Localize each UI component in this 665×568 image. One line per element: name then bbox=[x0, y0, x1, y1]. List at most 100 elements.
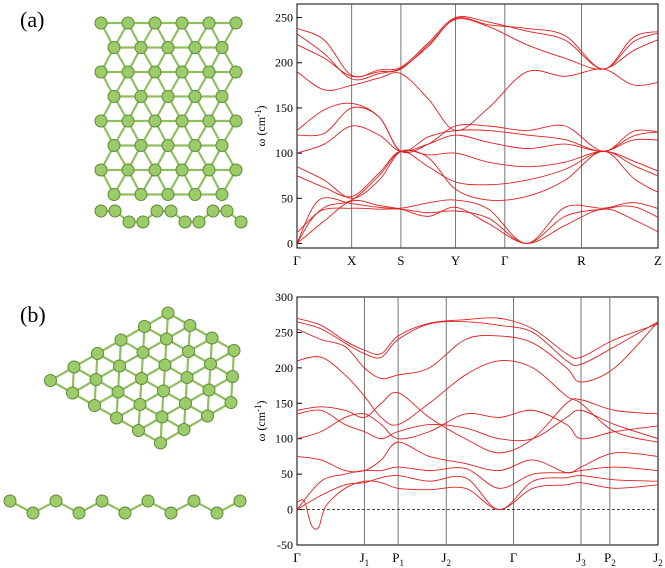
atom bbox=[202, 163, 216, 177]
atom bbox=[229, 163, 243, 177]
atom bbox=[111, 385, 125, 399]
atom bbox=[148, 65, 162, 79]
atom bbox=[134, 139, 148, 152]
atom bbox=[136, 215, 150, 229]
atom bbox=[192, 215, 206, 229]
y-axis-label: ω (cm-1) bbox=[253, 400, 268, 441]
phonon-branch bbox=[297, 149, 658, 233]
atom bbox=[224, 396, 238, 409]
y-tick-label: 0 bbox=[287, 236, 293, 250]
atom bbox=[177, 423, 191, 436]
atom bbox=[161, 306, 175, 320]
atom bbox=[175, 163, 189, 177]
kpoint-label: P2 bbox=[604, 550, 616, 568]
atom bbox=[229, 65, 243, 79]
atom bbox=[135, 372, 148, 385]
structure-a-top-view bbox=[94, 16, 243, 201]
atom bbox=[175, 114, 189, 128]
atom bbox=[188, 188, 202, 201]
atom bbox=[121, 163, 135, 177]
atom bbox=[204, 357, 217, 371]
atom bbox=[107, 139, 121, 152]
atom bbox=[179, 397, 192, 410]
y-tick-label: 50 bbox=[281, 467, 293, 481]
phonon-branch bbox=[297, 480, 658, 530]
atom bbox=[121, 65, 135, 79]
phonon-branch bbox=[297, 409, 658, 442]
kpoint-label: J1 bbox=[360, 550, 370, 568]
atom bbox=[205, 331, 219, 345]
atom bbox=[72, 506, 86, 520]
atom bbox=[148, 114, 162, 128]
atom bbox=[94, 163, 108, 177]
atom bbox=[215, 41, 229, 54]
plot-frame bbox=[296, 296, 659, 546]
atom bbox=[148, 16, 162, 30]
y-tick-label: 0 bbox=[287, 503, 293, 517]
y-tick-label: 250 bbox=[275, 11, 293, 25]
atom bbox=[94, 114, 108, 128]
atom bbox=[155, 410, 169, 424]
atom bbox=[175, 65, 189, 79]
atom bbox=[178, 215, 192, 229]
kpoint-label: R bbox=[577, 253, 586, 268]
plot-frame bbox=[296, 3, 659, 249]
kpoint-label: Γ bbox=[510, 550, 518, 565]
atom bbox=[91, 347, 104, 360]
atom bbox=[114, 333, 128, 347]
phonon-branch bbox=[297, 317, 658, 359]
phonon-branch bbox=[297, 356, 658, 443]
atom bbox=[141, 494, 155, 508]
atom bbox=[161, 90, 175, 103]
atom bbox=[164, 506, 178, 520]
atom bbox=[182, 345, 195, 358]
phonon-branch bbox=[297, 16, 658, 78]
phonon-branch bbox=[297, 409, 658, 440]
phonon-branch bbox=[297, 391, 658, 454]
atom bbox=[94, 204, 108, 218]
atom bbox=[108, 204, 122, 218]
atom bbox=[161, 188, 175, 201]
atom bbox=[210, 506, 224, 520]
atom bbox=[133, 398, 147, 411]
atom bbox=[229, 114, 243, 128]
phonon-branch bbox=[297, 150, 658, 198]
atom bbox=[175, 16, 189, 30]
atom bbox=[215, 139, 229, 152]
phonon-branch bbox=[297, 205, 658, 244]
atom bbox=[180, 371, 194, 384]
atom bbox=[26, 506, 40, 520]
atom bbox=[134, 41, 148, 54]
kpoint-label: Z bbox=[654, 253, 662, 268]
atom bbox=[160, 332, 173, 346]
phonon-branch bbox=[297, 18, 658, 78]
y-tick-label: 300 bbox=[275, 290, 293, 304]
atom bbox=[94, 65, 108, 79]
structure-b-side-view bbox=[3, 494, 247, 520]
y-tick-label: -50 bbox=[277, 538, 293, 552]
structure-b-top-view bbox=[44, 306, 241, 450]
atom bbox=[89, 373, 103, 386]
phonon-branch bbox=[297, 321, 658, 383]
atom bbox=[94, 16, 108, 30]
atom bbox=[134, 90, 148, 103]
phonon-branch bbox=[297, 474, 658, 511]
atom bbox=[148, 163, 162, 177]
atom bbox=[187, 494, 201, 508]
kpoint-label: J3 bbox=[576, 550, 586, 568]
atom bbox=[110, 411, 123, 425]
atom bbox=[233, 494, 247, 508]
kpoint-label: S bbox=[397, 253, 404, 268]
kpoint-label: J2 bbox=[653, 550, 663, 568]
phonon-branch bbox=[297, 68, 658, 131]
structure-a-side-view bbox=[94, 204, 248, 229]
y-tick-label: 200 bbox=[275, 361, 293, 375]
phonon-branch bbox=[297, 106, 658, 153]
kpoint-label: Γ bbox=[293, 550, 301, 565]
atom bbox=[122, 215, 136, 229]
atom bbox=[134, 188, 148, 201]
atom bbox=[188, 90, 202, 103]
kpoint-label: P1 bbox=[392, 550, 404, 568]
phonon-branch bbox=[297, 321, 658, 367]
